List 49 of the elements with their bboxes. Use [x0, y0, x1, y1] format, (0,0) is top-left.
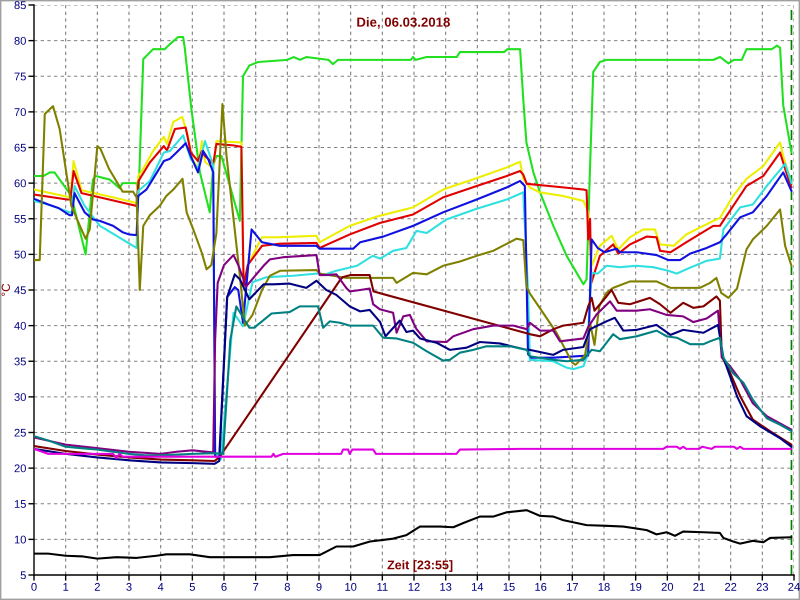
- x-tick-label: 13: [440, 582, 452, 591]
- x-tick-label: 7: [253, 583, 258, 591]
- x-tick-label: 3: [126, 582, 132, 591]
- x-tick-label: 4: [158, 583, 164, 591]
- x-tick-label: 2: [94, 582, 100, 591]
- y-tick-label: 45: [14, 286, 26, 294]
- y-tick-label: 70: [14, 108, 26, 116]
- x-tick-label: 1: [63, 583, 68, 591]
- x-tick-label: 12: [408, 582, 420, 591]
- y-tick-label: 85: [14, 1, 26, 10]
- x-tick-label: 17: [567, 583, 578, 591]
- line-series: [34, 102, 793, 366]
- y-axis-title: °C: [2, 284, 10, 296]
- x-tick-label: 9: [316, 582, 322, 591]
- text: Die, 06.03.2018: [357, 17, 450, 29]
- y-tick-label: 20: [14, 464, 26, 472]
- y-tick-label: 15: [14, 500, 26, 508]
- x-tick-label: 6: [221, 582, 227, 591]
- x-tick-label: 20: [662, 582, 674, 591]
- line-series: [34, 36, 793, 286]
- x-tick-label: 10: [345, 582, 356, 591]
- x-axis-title: Zeit [23:55]: [387, 560, 452, 572]
- x-tick-label: 5: [190, 583, 195, 591]
- y-tick-label: 75: [14, 72, 26, 80]
- y-tick-label: 35: [14, 358, 26, 366]
- y-tick-label: 25: [14, 428, 26, 437]
- y-tick-label: 10: [14, 536, 26, 544]
- x-tick-label: 18: [598, 582, 610, 591]
- x-tick-label: 24: [788, 582, 800, 591]
- line-series: [34, 305, 793, 456]
- x-tick-label: 15: [504, 583, 515, 591]
- x-tick-label: 22: [725, 582, 736, 591]
- line-series: [34, 446, 793, 460]
- x-tick-label: 0: [31, 582, 37, 591]
- y-tick-label: 55: [14, 215, 26, 223]
- y-tick-label: 60: [14, 179, 26, 188]
- y-tick-label: 80: [14, 36, 26, 45]
- x-tick-label: 16: [535, 582, 546, 591]
- y-tick-label: 65: [14, 144, 26, 152]
- x-tick-label: 11: [377, 583, 388, 591]
- x-tick-label: 23: [756, 582, 768, 591]
- y-tick-label: 50: [14, 250, 26, 259]
- x-tick-label: 14: [472, 583, 484, 591]
- x-tick-label: 19: [630, 582, 642, 591]
- y-tick-label: 40: [14, 322, 26, 330]
- y-tick-label: 5: [20, 571, 26, 580]
- x-tick-label: 21: [693, 582, 705, 591]
- y-tick-label: 30: [14, 393, 26, 402]
- x-tick-label: 8: [284, 582, 290, 591]
